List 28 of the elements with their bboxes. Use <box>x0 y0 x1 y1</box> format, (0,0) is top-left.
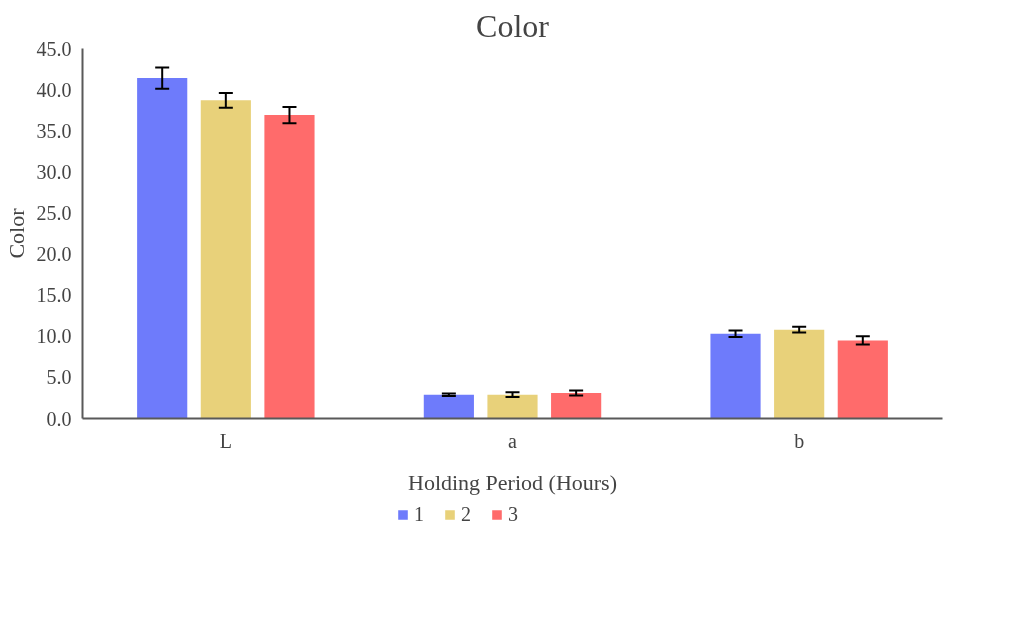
bar <box>200 100 251 419</box>
bar <box>264 115 315 419</box>
x-tick-label: b <box>794 429 805 452</box>
y-tick-label: 35.0 <box>36 119 72 142</box>
chart-title: Color <box>476 7 550 44</box>
y-axis-title: Color <box>3 207 29 259</box>
legend-label: 2 <box>460 502 472 526</box>
y-tick-label: 0.0 <box>46 407 72 430</box>
x-axis-title: Holding Period (Hours) <box>408 469 617 495</box>
bar <box>423 394 474 419</box>
bar <box>487 394 538 419</box>
y-tick-label: 5.0 <box>46 366 72 389</box>
bar <box>137 78 188 419</box>
bar <box>551 393 602 419</box>
bar <box>710 333 761 419</box>
y-tick-label: 30.0 <box>36 160 72 183</box>
legend-label: 1 <box>413 502 425 526</box>
y-tick-label: 45.0 <box>36 37 72 60</box>
x-tick-label: L <box>219 429 232 452</box>
legend-label: 3 <box>507 502 519 526</box>
y-tick-label: 15.0 <box>36 284 72 307</box>
y-tick-label: 20.0 <box>36 243 72 266</box>
x-tick-label: a <box>508 429 518 452</box>
y-tick-label: 40.0 <box>36 78 72 101</box>
y-tick-label: 25.0 <box>36 201 72 224</box>
bar <box>837 340 888 419</box>
y-tick-label: 10.0 <box>36 325 72 348</box>
bar <box>774 329 825 419</box>
